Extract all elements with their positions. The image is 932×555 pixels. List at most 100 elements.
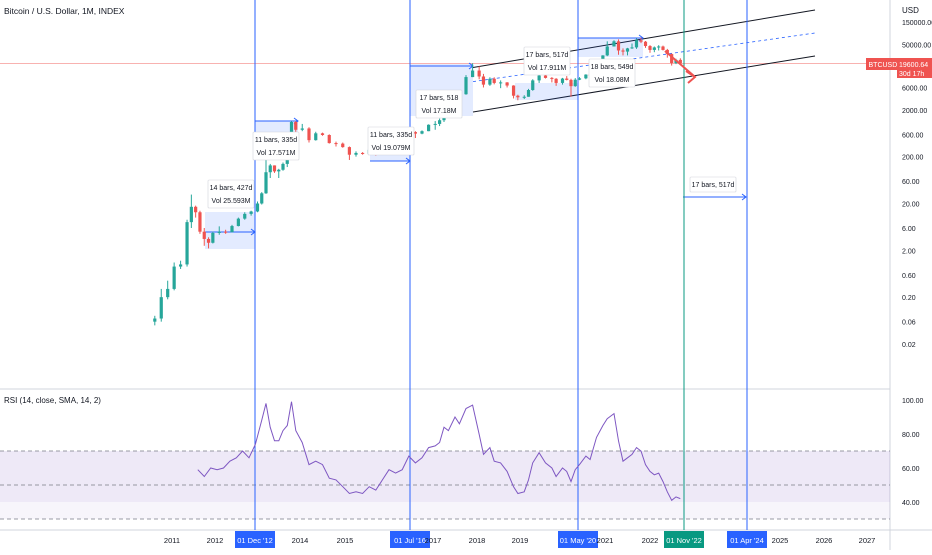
candle-body[interactable] <box>427 124 431 132</box>
candle-body[interactable] <box>630 47 634 49</box>
forecast-arrow[interactable] <box>664 50 695 77</box>
candle-body[interactable] <box>314 133 318 141</box>
candle-body[interactable] <box>294 121 298 130</box>
candle-body[interactable] <box>260 193 264 204</box>
candle-body[interactable] <box>543 75 548 78</box>
candle-body[interactable] <box>255 203 260 212</box>
candle-body[interactable] <box>189 206 193 223</box>
candle-body[interactable] <box>492 78 496 83</box>
candle-body[interactable] <box>198 212 202 232</box>
candle-body[interactable] <box>605 46 609 56</box>
candle-body[interactable] <box>334 143 338 145</box>
candle-body[interactable] <box>477 70 481 77</box>
candle-body[interactable] <box>307 128 311 141</box>
candle-body[interactable] <box>153 318 157 322</box>
last-price-badge <box>897 58 932 78</box>
candle-body[interactable] <box>327 134 331 144</box>
candle-body[interactable] <box>361 152 365 154</box>
countdown: 30d 17h <box>899 71 924 78</box>
candle-body[interactable] <box>166 288 170 298</box>
candle-body[interactable] <box>661 46 665 50</box>
candle-body[interactable] <box>643 41 648 47</box>
candle-body[interactable] <box>354 152 358 155</box>
candle-body[interactable] <box>413 132 417 134</box>
candle-body[interactable] <box>471 70 475 78</box>
candle-body[interactable] <box>612 41 616 47</box>
range-annotation-box <box>367 126 415 156</box>
candle-body[interactable] <box>670 54 674 64</box>
candle-body[interactable] <box>185 222 189 265</box>
chart-title: Bitcoin / U.S. Dollar, 1M, INDEX <box>4 6 125 16</box>
candle-body[interactable] <box>347 147 351 155</box>
candle-body[interactable] <box>652 47 656 50</box>
candle-body[interactable] <box>639 40 643 42</box>
range-annotation-vol: Vol 17.571M <box>257 150 296 157</box>
candle-body[interactable] <box>621 50 625 52</box>
candle-body[interactable] <box>211 232 215 243</box>
rsi-axis-tick-label: 40.00 <box>902 500 920 507</box>
candle-body[interactable] <box>537 75 541 81</box>
y-axis-tick-label: 6000.00 <box>902 85 927 92</box>
candle-body[interactable] <box>526 89 531 97</box>
range-zone[interactable] <box>515 83 578 100</box>
range-annotation-vol: Vol 17.911M <box>528 65 567 72</box>
candle-body[interactable] <box>243 213 247 219</box>
rsi-line[interactable] <box>197 401 681 502</box>
candle-body[interactable] <box>281 163 285 170</box>
x-axis-tick-label: 2025 <box>772 536 789 545</box>
candle-body[interactable] <box>179 264 183 267</box>
candle-body[interactable] <box>272 165 277 172</box>
candle-body[interactable] <box>320 133 325 135</box>
candle-body[interactable] <box>584 74 588 79</box>
candle-body[interactable] <box>420 131 424 134</box>
x-axis-tick-label: 2014 <box>292 536 309 545</box>
candle-body[interactable] <box>236 218 240 227</box>
candle-body[interactable] <box>648 46 652 50</box>
candle-body[interactable] <box>522 96 526 98</box>
candle-body[interactable] <box>217 231 221 233</box>
rsi-panel-label: RSI (14, close, SMA, 14, 2) <box>4 396 101 405</box>
candle-body[interactable] <box>224 231 228 233</box>
candle-body[interactable] <box>634 40 639 48</box>
candle-body[interactable] <box>554 78 558 83</box>
candle-body[interactable] <box>159 297 163 319</box>
candle-body[interactable] <box>511 85 516 96</box>
candle-body[interactable] <box>481 76 486 85</box>
candle-body[interactable] <box>172 266 176 289</box>
candle-body[interactable] <box>657 46 661 48</box>
y-axis-tick-label: 60.00 <box>902 179 920 186</box>
candle-body[interactable] <box>505 82 509 86</box>
candle-body[interactable] <box>341 143 345 148</box>
candle-body[interactable] <box>206 238 211 243</box>
candle-body[interactable] <box>678 59 682 64</box>
candle-body[interactable] <box>550 77 554 79</box>
candle-body[interactable] <box>499 82 503 84</box>
candle-body[interactable] <box>268 165 272 173</box>
candle-body[interactable] <box>277 169 281 172</box>
range-zone[interactable] <box>578 38 643 57</box>
candle-body[interactable] <box>616 41 621 51</box>
candle-body[interactable] <box>488 78 492 85</box>
candle-body[interactable] <box>625 48 630 52</box>
vertical-marker-label: 01 Jul '16 <box>394 536 426 545</box>
candle-body[interactable] <box>202 231 206 239</box>
candle-body[interactable] <box>565 78 569 80</box>
candle-body[interactable] <box>194 206 198 213</box>
candle-body[interactable] <box>264 172 268 194</box>
candle-body[interactable] <box>560 78 565 83</box>
candle-body[interactable] <box>249 211 253 214</box>
candle-body[interactable] <box>433 123 437 125</box>
candle-body[interactable] <box>464 77 468 95</box>
candle-body[interactable] <box>300 128 304 130</box>
candle-body[interactable] <box>531 80 535 90</box>
candle-body[interactable] <box>569 79 573 87</box>
candle-body[interactable] <box>573 79 577 87</box>
channel-lower-line[interactable] <box>472 55 816 113</box>
candle-body[interactable] <box>438 120 442 124</box>
candle-body[interactable] <box>516 95 520 98</box>
candle-body[interactable] <box>230 226 234 233</box>
range-arrow-head <box>741 193 747 201</box>
x-axis-tick-label: 2015 <box>337 536 354 545</box>
candle-body[interactable] <box>577 78 582 80</box>
